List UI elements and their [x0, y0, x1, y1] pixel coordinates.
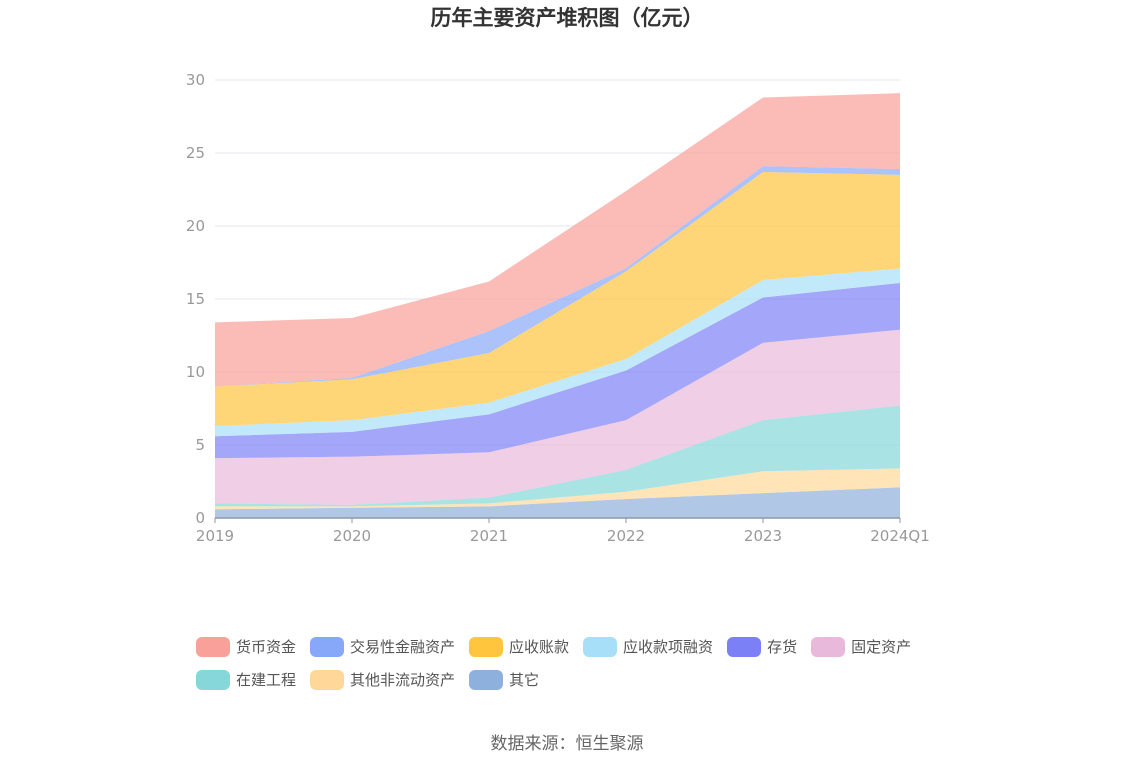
legend-swatch — [310, 636, 345, 657]
legend-label: 固定资产 — [851, 638, 912, 656]
legend-swatch — [727, 636, 762, 657]
y-tick-label: 20 — [186, 217, 205, 235]
stacked-area-chart: 0 5 10 15 20 25 30 2019 2020 2021 2022 2023 2024Q1 — [186, 71, 930, 545]
y-tick-label: 15 — [186, 290, 205, 308]
legend-swatch — [310, 669, 345, 690]
x-tick-label: 2023 — [744, 527, 782, 545]
legend-swatch — [196, 669, 230, 690]
legend-row: 在建工程 其他非流动资产 其它 — [196, 663, 956, 696]
x-tick-label: 2019 — [196, 527, 234, 545]
legend-swatch — [196, 636, 230, 657]
area-series-2 — [215, 468, 900, 510]
x-tick-label: 2022 — [607, 527, 645, 545]
y-tick-label: 10 — [186, 363, 205, 381]
y-tick-label: 0 — [195, 509, 205, 527]
legend-label: 在建工程 — [236, 671, 297, 689]
area-series — [215, 93, 900, 518]
legend-item[interactable]: 货币资金 — [196, 636, 296, 657]
legend-item[interactable]: 应收款项融资 — [583, 636, 713, 657]
legend-row: 货币资金 交易性金融资产 应收账款 应收款项融资 存货 固定资产 — [196, 630, 956, 663]
legend-item[interactable]: 固定资产 — [811, 636, 911, 657]
legend-item[interactable]: 在建工程 — [196, 669, 296, 690]
y-tick-label: 30 — [186, 71, 205, 89]
legend-label: 交易性金融资产 — [350, 638, 456, 656]
area-series-7 — [215, 171, 900, 427]
legend-label: 货币资金 — [236, 638, 297, 656]
area-series-3 — [215, 405, 900, 507]
legend-label: 其他非流动资产 — [350, 671, 456, 689]
x-tick-label: 2021 — [470, 527, 508, 545]
legend-item[interactable]: 交易性金融资产 — [310, 636, 455, 657]
area-series-9 — [215, 93, 900, 387]
axes: 0 5 10 15 20 25 30 2019 2020 2021 2022 2023 2024Q1 — [186, 71, 930, 545]
legend-swatch — [811, 636, 846, 657]
legend-swatch — [469, 669, 504, 690]
source-note: 数据来源：恒生聚源 — [490, 734, 644, 754]
area-series-6 — [215, 268, 900, 437]
legend: 货币资金 交易性金融资产 应收账款 应收款项融资 存货 固定资产 在建工程 其他非流动资产 其… — [196, 630, 956, 696]
legend-label: 其它 — [509, 671, 540, 689]
legend-item[interactable]: 其他非流动资产 — [310, 669, 455, 690]
x-tick-label: 2020 — [333, 527, 371, 545]
legend-item[interactable]: 其它 — [469, 669, 539, 690]
area-series-5 — [215, 282, 900, 459]
legend-label: 应收账款 — [509, 638, 570, 656]
legend-label: 存货 — [767, 638, 798, 656]
legend-swatch — [469, 636, 504, 657]
legend-swatch — [583, 636, 618, 657]
area-series-1 — [215, 487, 900, 518]
y-tick-label: 5 — [195, 436, 205, 454]
legend-item[interactable]: 存货 — [727, 636, 797, 657]
chart-title: 历年主要资产堆积图（亿元） — [430, 6, 704, 30]
x-tick-label: 2024Q1 — [870, 527, 930, 545]
legend-label: 应收款项融资 — [623, 638, 714, 656]
area-series-4 — [215, 329, 900, 505]
y-tick-label: 25 — [186, 144, 205, 162]
legend-item[interactable]: 应收账款 — [469, 636, 569, 657]
